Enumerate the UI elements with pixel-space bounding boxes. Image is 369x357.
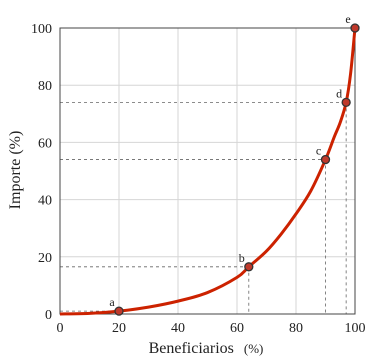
guide-lines bbox=[60, 27, 356, 314]
data-points: a b c d e bbox=[109, 12, 360, 316]
point-label-b: b bbox=[239, 251, 245, 265]
point-label-d: d bbox=[336, 86, 342, 100]
y-tick-label: 40 bbox=[38, 194, 52, 209]
y-tick-label: 20 bbox=[38, 251, 52, 266]
y-tick-label: 100 bbox=[31, 22, 52, 37]
x-tick-label: 40 bbox=[171, 321, 185, 336]
x-tick-label: 0 bbox=[57, 321, 64, 336]
x-tick-label: 100 bbox=[345, 321, 366, 336]
point-marker-c bbox=[320, 154, 331, 165]
x-axis-unit: (%) bbox=[244, 341, 264, 356]
y-tick-label: 60 bbox=[38, 136, 52, 151]
curve-layer bbox=[59, 27, 357, 316]
y-tick-labels: 0 20 40 60 80 100 bbox=[31, 22, 52, 323]
x-axis-label: Beneficiarios bbox=[149, 340, 234, 357]
y-tick-label: 0 bbox=[45, 308, 52, 323]
x-tick-label: 60 bbox=[230, 321, 244, 336]
point-label-a: a bbox=[109, 295, 115, 309]
x-axis-title: Beneficiarios (%) bbox=[149, 340, 264, 357]
y-tick-label: 80 bbox=[38, 79, 52, 94]
point-marker-d bbox=[341, 97, 351, 108]
point-marker-b bbox=[244, 262, 254, 272]
y-axis-title: Importe (%) bbox=[7, 131, 24, 210]
point-marker-a bbox=[114, 306, 124, 316]
x-tick-label: 20 bbox=[112, 321, 126, 336]
plot-frame bbox=[59, 27, 356, 315]
grid-lines bbox=[60, 28, 355, 314]
x-tick-labels: 0 20 40 60 80 100 bbox=[57, 321, 366, 336]
point-label-e: e bbox=[345, 12, 350, 26]
point-marker-e bbox=[350, 23, 360, 33]
point-label-c: c bbox=[316, 144, 321, 158]
x-tick-label: 80 bbox=[289, 321, 303, 336]
distribution-curve bbox=[59, 27, 357, 316]
